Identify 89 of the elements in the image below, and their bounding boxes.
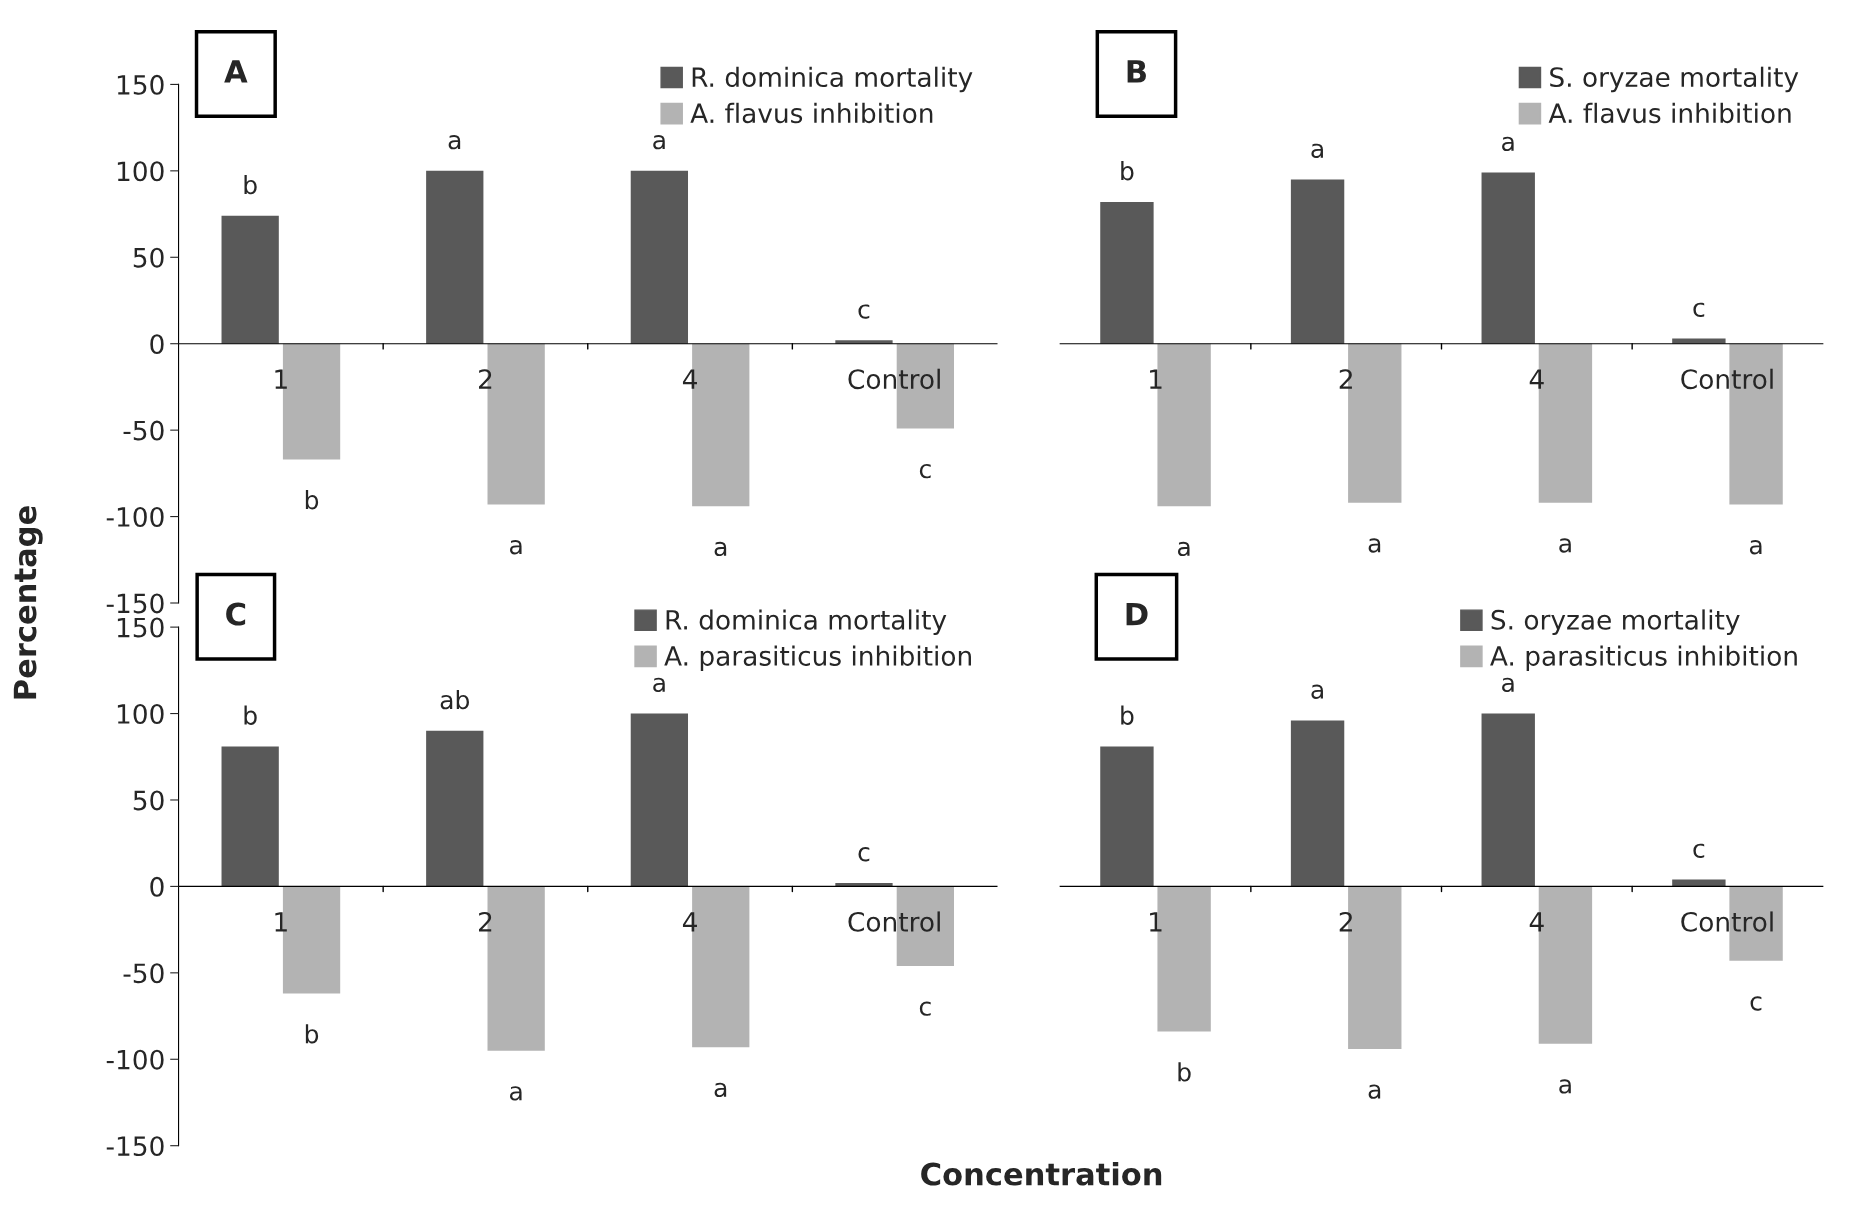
annotation: c [1750,996,1762,1011]
legend-label: A. parasiticus inhibition [1490,645,1797,672]
x-tick-label: 4 [682,912,697,932]
annotation: c [858,847,870,862]
y-tick-label: -50 [123,420,164,441]
annotation: ab [440,689,469,710]
legend-label: R. dominica mortality [666,609,947,635]
y-tick-label: 150 [117,74,164,95]
legend-label: A. parasiticus inhibition [664,645,971,672]
x-tick-label: 2 [479,911,492,932]
bar [630,170,689,344]
annotation: b [244,705,257,725]
annotation: c [919,1001,931,1016]
annotation: a [1368,538,1381,553]
y-axis-title: Percentage [13,506,43,699]
x-tick-label: Control [1681,911,1773,932]
y-tick-label: 0 [150,876,164,897]
bar [221,215,279,344]
legend-label: S. oryzae mortality [1550,66,1799,93]
bar [630,713,689,887]
y-tick-label: -150 [106,1136,164,1157]
annotation: a [1311,684,1323,699]
x-tick-label: 4 [1529,369,1544,389]
chart-title: B [1127,60,1146,83]
y-tick-label: 50 [133,790,164,811]
x-axis-title: Concentration [921,1161,1162,1186]
chart-title: A [224,60,248,83]
annotation: a [448,134,461,150]
y-tick-label: -150 [106,593,164,614]
legend-label: A. flavus inhibition [1548,102,1791,124]
x-tick-label: Control [1681,368,1773,390]
annotation: a [714,541,727,557]
bar [1100,201,1154,344]
annotation: a [1368,1084,1381,1099]
x-tick-label: 2 [479,369,492,389]
y-tick-label: 100 [117,161,164,182]
legend-label: S. oryzae mortality [1491,609,1740,635]
x-tick-label: 4 [1529,912,1544,932]
chart-title: C [226,602,246,626]
bar [1481,172,1535,344]
y-tick-label: 50 [133,247,164,268]
bar [426,730,484,887]
y-tick-label: -100 [106,507,164,527]
annotation: c [1693,302,1705,318]
bar [1672,879,1726,887]
x-tick-label: 2 [1339,369,1352,389]
legend-label: A. flavus inhibition [690,102,933,124]
annotation: b [1121,705,1134,725]
x-tick-label: 1 [275,912,287,932]
legend-label: R. dominica mortality [692,66,973,93]
annotation: b [244,174,257,195]
chart-title: D [1126,602,1148,626]
annotation: a [1559,1079,1571,1094]
y-tick-label: -100 [106,1049,164,1070]
annotation: c [919,463,931,479]
x-tick-label: Control [848,368,940,390]
bar [1290,179,1345,344]
annotation: b [305,490,319,510]
annotation: a [1502,677,1514,693]
bar [1100,746,1154,887]
x-tick-label: Control [848,911,940,932]
x-tick-label: 1 [1150,912,1162,932]
bar [1481,713,1535,887]
x-tick-label: 2 [1339,911,1352,932]
annotation: b [1178,1062,1191,1082]
annotation: a [1311,143,1323,158]
annotation: a [509,540,522,555]
annotation: c [858,304,870,319]
x-tick-label: 1 [1150,369,1162,389]
bar [221,746,279,887]
annotation: a [1749,540,1762,555]
x-tick-label: 4 [682,369,697,389]
bar [1290,720,1345,887]
y-tick-label: 150 [117,617,164,638]
bar [426,170,484,344]
annotation: a [1502,136,1514,152]
y-tick-label: -50 [123,963,164,984]
annotation: a [653,677,665,693]
y-tick-label: 0 [150,334,164,355]
y-tick-label: 100 [117,703,164,724]
annotation: b [305,1024,319,1044]
annotation: a [714,1082,727,1098]
annotation: a [1559,538,1571,553]
annotation: a [509,1086,522,1101]
annotation: c [1693,843,1705,858]
annotation: a [1177,541,1190,557]
annotation: b [1121,161,1134,181]
x-tick-label: 1 [275,369,287,389]
annotation: a [653,134,665,150]
